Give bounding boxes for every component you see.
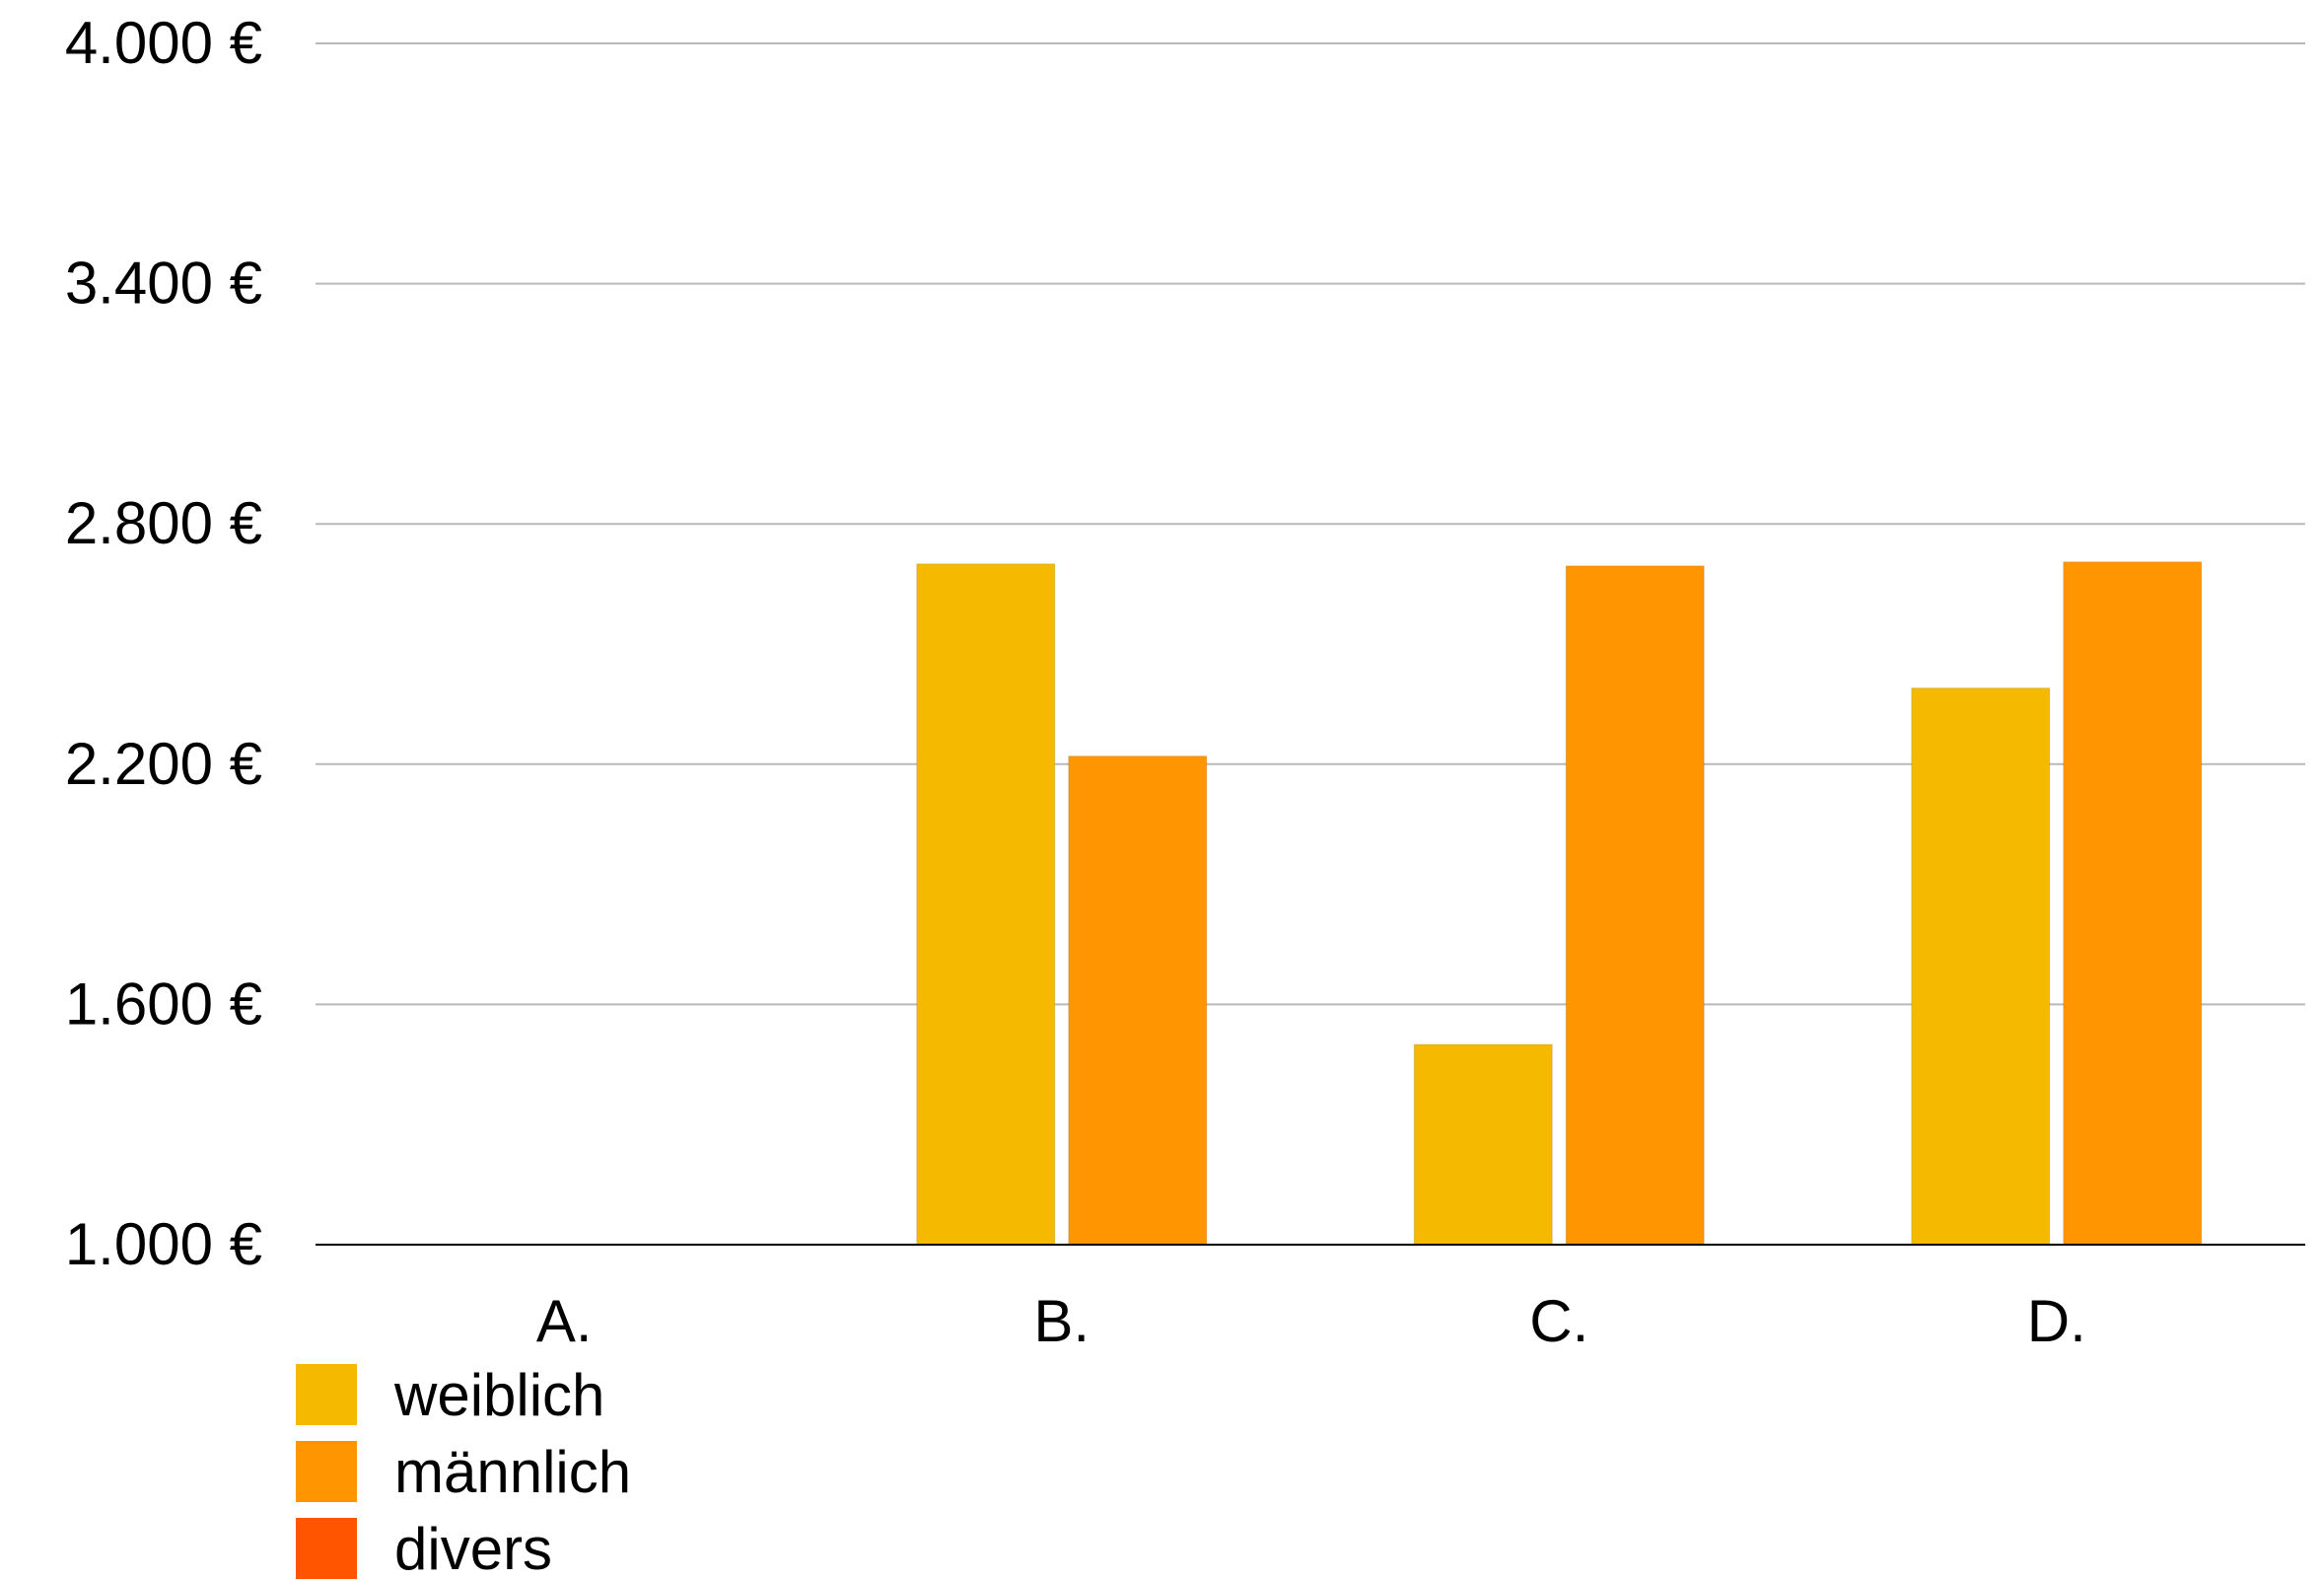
x-tick-label: B. [1033,1288,1090,1354]
bar-männlich-d [2063,561,2203,1246]
bar-männlich-b [1068,755,1208,1246]
legend-label-männlich: männlich [394,1439,631,1505]
x-tick-label: A. [536,1288,593,1354]
legend-swatch-weiblich [296,1364,357,1425]
legend: weiblich männlich divers [296,1362,631,1580]
y-axis-tick-labels: 1.000 € 1.600 € 2.200 € 2.800 € 3.400 € 4.000… [65,10,262,1277]
legend-swatch-divers [296,1518,357,1579]
y-tick-label: 2.200 € [65,731,262,797]
x-axis-tick-labels: A. B. C. D. [536,1288,2086,1354]
bars [916,561,2203,1246]
legend-label-weiblich: weiblich [393,1362,604,1428]
legend-label-divers: divers [394,1516,552,1580]
bar-weiblich-c [1413,1043,1553,1246]
y-tick-label: 1.000 € [65,1211,262,1277]
bar-weiblich-b [916,563,1056,1246]
bar-weiblich-d [1911,687,2051,1246]
x-tick-label: C. [1529,1288,1588,1354]
y-tick-label: 2.800 € [65,490,262,556]
y-tick-label: 4.000 € [65,10,262,76]
bar-männlich-c [1565,565,1705,1246]
legend-swatch-männlich [296,1441,357,1502]
x-tick-label: D. [2027,1288,2086,1354]
y-tick-label: 1.600 € [65,970,262,1037]
y-tick-label: 3.400 € [65,251,262,317]
